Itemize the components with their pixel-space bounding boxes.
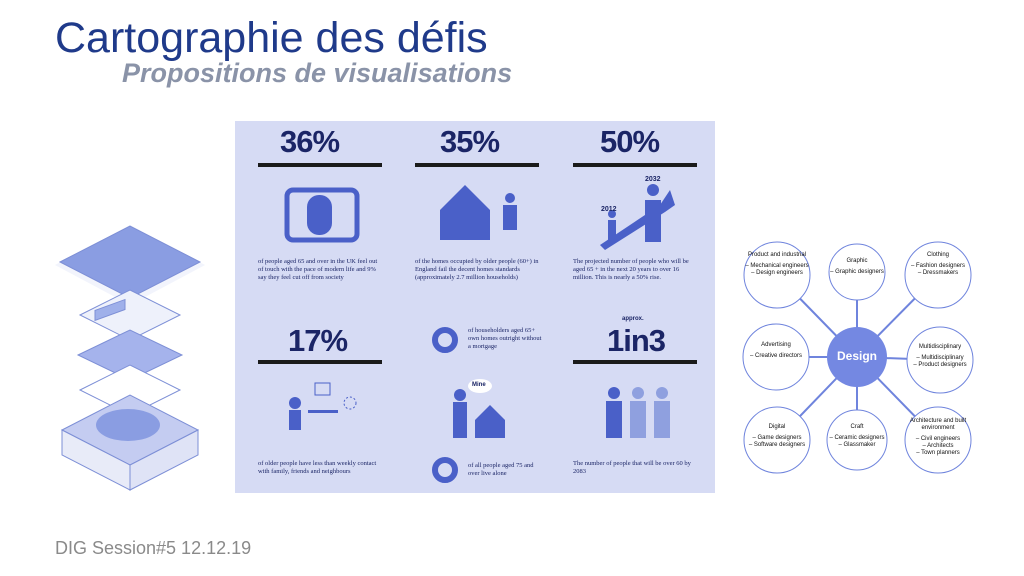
node-item: – Mechanical engineers	[745, 263, 809, 269]
node-item: – Ceramic designers	[829, 435, 885, 441]
diagram-node: Clothing – Fashion designers – Dressmakers	[906, 252, 970, 277]
node-circles	[742, 241, 974, 474]
node-item: – Dressmakers	[917, 270, 959, 276]
node-item: – Civil engineers	[915, 436, 961, 442]
node-item: – Graphic designers	[830, 269, 884, 275]
figure: 17%	[288, 323, 348, 358]
node-label: Architecture and built environment	[909, 418, 967, 431]
diagram-node: Architecture and built environment – Civi…	[906, 418, 970, 457]
figure: 35%	[440, 124, 500, 159]
subtitle: Propositions de visualisations	[122, 58, 513, 88]
center-label: Design	[836, 349, 877, 363]
diagram-node: Product and industrial – Mechanical engin…	[745, 252, 809, 277]
node-label: Product and industrial	[747, 252, 807, 258]
diagram-node: Digital – Game designers – Software design…	[745, 424, 809, 449]
node-item: – Town planners	[916, 450, 960, 456]
diagram-node: Graphic – Graphic designers	[825, 258, 889, 276]
diagram-node: Craft – Ceramic designers – Glassmaker	[825, 424, 889, 449]
node-item: – Game designers	[752, 435, 802, 441]
node-item: – Fashion designers	[910, 263, 966, 269]
node-item: – Multidisciplinary	[916, 355, 964, 361]
icons	[284, 184, 675, 483]
stat-text: The projected number of people who will …	[573, 258, 689, 281]
center-circle	[827, 327, 887, 387]
node-item: – Architects	[922, 443, 954, 449]
node-item: – Software designers	[748, 442, 806, 448]
donut-text: of all people aged 75 and over live alon…	[468, 462, 534, 477]
approx-label: approx.	[622, 316, 644, 322]
stat-text: of the homes occupied by older people (6…	[415, 258, 539, 281]
stat-text: of older people have less than weekly co…	[258, 460, 377, 475]
node-item: – Glassmaker	[838, 442, 876, 448]
footer: DIG Session#5 12.12.19	[55, 538, 252, 558]
node-label: Graphic	[846, 258, 868, 264]
speech-bubble: Mine	[472, 382, 486, 388]
rules	[258, 163, 697, 364]
node-label: Craft	[850, 424, 864, 430]
figure: 36%	[280, 124, 340, 159]
donut-text: of householders aged 65+ own homes outri…	[468, 327, 542, 350]
diagram-node: Advertising – Creative directors	[744, 342, 808, 360]
node-label: Multidisciplinary	[918, 344, 962, 350]
isometric-illustration	[55, 225, 205, 491]
node-item: – Design engineers	[751, 270, 803, 276]
node-label: Digital	[768, 424, 786, 430]
stat-text: The number of people that will be over 6…	[573, 460, 691, 475]
figure: 1in3	[607, 323, 666, 358]
stat-text: of people aged 65 and over in the UK fee…	[258, 258, 378, 281]
node-label: Clothing	[926, 252, 949, 258]
figure: 50%	[600, 124, 660, 159]
diagram-node: Multidisciplinary – Multidisciplinary – Pr…	[908, 344, 972, 369]
node-item: – Product designers	[913, 362, 967, 368]
chart-label: 2032	[645, 176, 661, 183]
node-label: Advertising	[761, 342, 791, 348]
title: Cartographie des défis	[55, 14, 488, 62]
node-item: – Creative directors	[749, 353, 803, 359]
chart-label: 2012	[601, 206, 617, 213]
